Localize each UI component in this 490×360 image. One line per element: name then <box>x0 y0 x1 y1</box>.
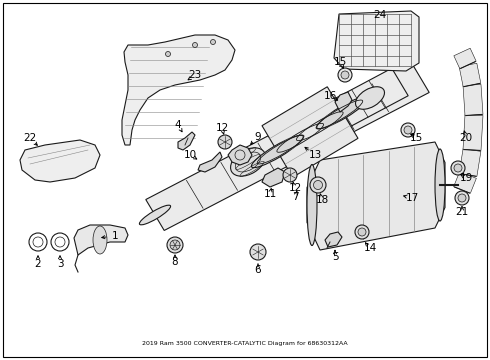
Circle shape <box>193 42 197 48</box>
Text: 11: 11 <box>264 189 277 199</box>
Text: 21: 21 <box>455 207 468 217</box>
Text: 12: 12 <box>289 183 302 193</box>
Circle shape <box>283 168 297 182</box>
Polygon shape <box>178 132 195 150</box>
Ellipse shape <box>139 205 171 225</box>
Text: 2: 2 <box>35 259 41 269</box>
Ellipse shape <box>251 135 303 168</box>
Circle shape <box>250 244 266 260</box>
Text: 4: 4 <box>175 120 181 130</box>
Circle shape <box>355 225 369 239</box>
Polygon shape <box>228 145 252 165</box>
Polygon shape <box>459 63 481 87</box>
Text: 10: 10 <box>183 150 196 160</box>
Text: 15: 15 <box>409 133 423 143</box>
Polygon shape <box>463 84 483 116</box>
Ellipse shape <box>317 96 368 129</box>
Polygon shape <box>307 142 445 250</box>
Text: 6: 6 <box>255 265 261 275</box>
Circle shape <box>455 191 469 205</box>
Circle shape <box>170 240 180 250</box>
Circle shape <box>358 228 366 236</box>
Text: 24: 24 <box>373 10 387 20</box>
Circle shape <box>338 68 352 82</box>
Circle shape <box>211 40 216 45</box>
Circle shape <box>451 161 465 175</box>
Polygon shape <box>335 92 352 112</box>
Ellipse shape <box>356 87 385 109</box>
Text: 17: 17 <box>405 193 418 203</box>
Circle shape <box>167 237 183 253</box>
Text: 23: 23 <box>188 70 201 80</box>
Text: 1: 1 <box>112 231 118 241</box>
Text: 7: 7 <box>292 192 298 202</box>
Text: 8: 8 <box>172 257 178 267</box>
Text: 16: 16 <box>323 91 337 101</box>
Circle shape <box>404 126 412 134</box>
Polygon shape <box>463 114 483 150</box>
Polygon shape <box>335 68 408 126</box>
Ellipse shape <box>231 148 266 176</box>
Circle shape <box>314 180 322 189</box>
Polygon shape <box>454 172 476 193</box>
Polygon shape <box>454 48 476 69</box>
Circle shape <box>341 71 349 79</box>
Polygon shape <box>20 140 100 182</box>
Text: 5: 5 <box>332 252 338 262</box>
Text: 14: 14 <box>364 243 377 253</box>
Polygon shape <box>146 62 429 230</box>
Polygon shape <box>459 149 481 176</box>
Polygon shape <box>122 35 235 145</box>
Polygon shape <box>262 87 358 177</box>
Text: 2019 Ram 3500 CONVERTER-CATALYTIC Diagram for 68630312AA: 2019 Ram 3500 CONVERTER-CATALYTIC Diagra… <box>142 341 348 346</box>
Ellipse shape <box>93 226 107 254</box>
Circle shape <box>218 135 232 149</box>
Polygon shape <box>325 232 342 247</box>
Text: 19: 19 <box>460 173 473 183</box>
Circle shape <box>458 194 466 202</box>
Text: 20: 20 <box>460 133 472 143</box>
Text: 9: 9 <box>255 132 261 142</box>
Text: 22: 22 <box>24 133 37 143</box>
Text: 15: 15 <box>333 57 346 67</box>
Ellipse shape <box>435 149 445 221</box>
Polygon shape <box>262 168 285 187</box>
Text: 18: 18 <box>316 195 329 205</box>
Circle shape <box>166 51 171 57</box>
Text: 12: 12 <box>216 123 229 133</box>
Ellipse shape <box>307 165 317 246</box>
Text: 3: 3 <box>57 259 63 269</box>
Circle shape <box>454 164 462 172</box>
Polygon shape <box>198 152 222 172</box>
Polygon shape <box>334 11 419 71</box>
Circle shape <box>310 177 326 193</box>
Polygon shape <box>74 225 128 255</box>
Circle shape <box>401 123 415 137</box>
Text: 13: 13 <box>308 150 321 160</box>
